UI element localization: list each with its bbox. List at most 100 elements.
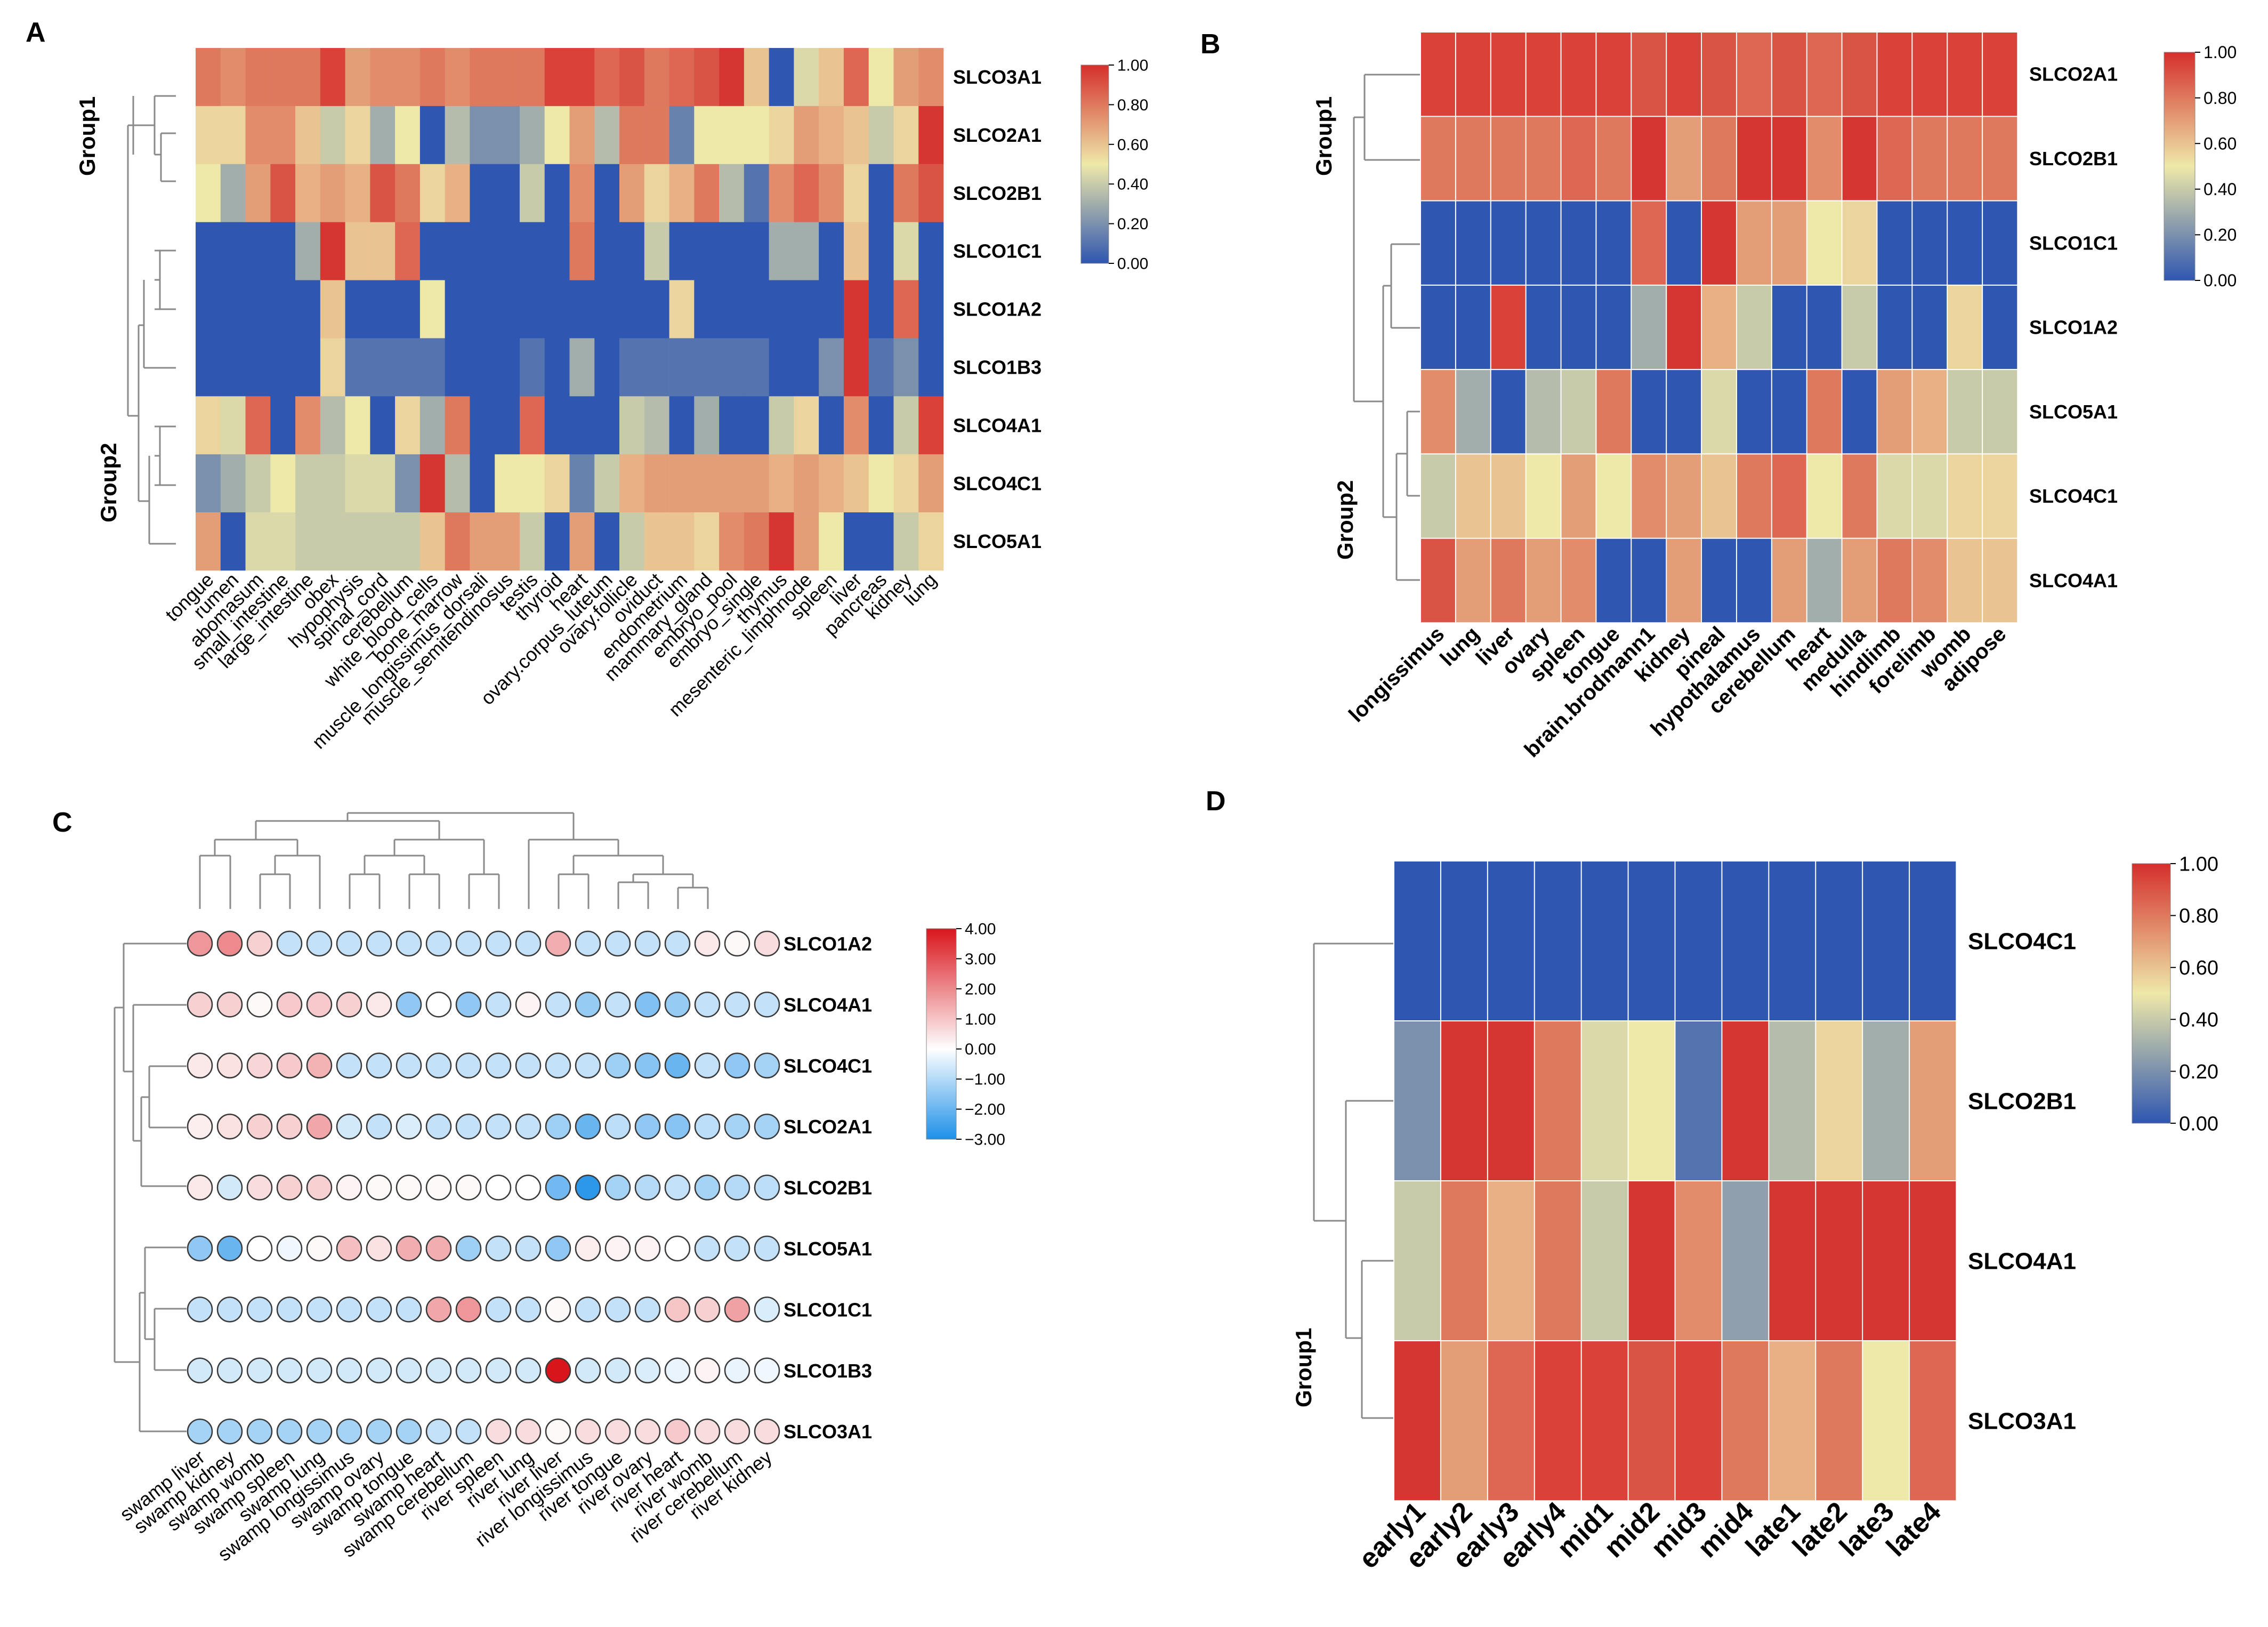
panel-c-dot: [425, 1052, 452, 1079]
panel-c-row-label: SLCO4A1: [784, 994, 872, 1016]
panel-a-cell: [220, 222, 246, 280]
panel-a-cell: [220, 454, 246, 513]
panel-d-column-label: late4: [1880, 1496, 1947, 1562]
panel-a-cell: [345, 338, 370, 397]
panel-b-row-label: SLCO4A1: [2029, 569, 2118, 591]
panel-c-dot: [187, 1113, 213, 1140]
panel-b-cell: [1771, 453, 1808, 539]
panel-c-dot: [276, 1174, 303, 1201]
panel-b-cell: [1490, 284, 1527, 370]
panel-c-dot: [575, 1052, 601, 1079]
panel-b-cell: [1911, 453, 1948, 539]
panel-b-cell: [1490, 31, 1527, 117]
panel-c-row-label: SLCO1B3: [784, 1360, 872, 1382]
panel-a-cell: [544, 106, 570, 165]
panel-b-cell: [1560, 369, 1597, 455]
panel-b-cell: [1490, 200, 1527, 286]
panel-c-dot: [694, 992, 721, 1018]
panel-c-dot: [694, 1174, 721, 1201]
panel-a-cell: [245, 512, 271, 571]
panel-a-cell: [794, 222, 819, 280]
panel-d-cell: [1393, 1020, 1442, 1182]
panel-c-row-label: SLCO4C1: [784, 1055, 872, 1077]
panel-d-cell: [1580, 860, 1629, 1022]
panel-a-cell: [918, 106, 944, 165]
panel-c-dot: [246, 1052, 273, 1079]
panel-a-cell: [694, 338, 720, 397]
panel-a-cell: [669, 280, 695, 339]
panel-a-row-label: SLCO2A1: [953, 124, 1042, 146]
panel-a-cell: [769, 280, 794, 339]
panel-a-cell: [395, 106, 421, 165]
panel-c-dot: [216, 1235, 243, 1262]
panel-b-colorbar-tick: 1.00: [2204, 43, 2237, 62]
panel-d-cell: [1580, 1180, 1629, 1342]
panel-a-cell: [569, 454, 595, 513]
panel-a-cell: [669, 48, 695, 107]
panel-b-cell: [1455, 31, 1492, 117]
panel-c-dot: [306, 930, 333, 957]
panel-a-cell: [843, 396, 869, 455]
panel-a-cell: [843, 338, 869, 397]
panel-a-cell: [569, 280, 595, 339]
panel-d-colorbar-tick: 0.80: [2179, 905, 2218, 928]
panel-c-dot: [545, 1174, 571, 1201]
panel-c-dot: [724, 930, 750, 957]
panel-c-dot: [425, 1296, 452, 1323]
panel-a-cell: [470, 338, 495, 397]
panel-c-dot: [246, 1296, 273, 1323]
panel-a-cell: [270, 512, 296, 571]
panel-b-cell: [1595, 200, 1632, 286]
panel-d-cell: [1580, 1020, 1629, 1182]
panel-c-dot: [366, 1357, 392, 1384]
panel-a-cell: [245, 338, 271, 397]
panel-c-dot: [575, 1174, 601, 1201]
panel-b-cell: [1736, 537, 1773, 624]
panel-a-cell: [744, 280, 769, 339]
panel-b-cell: [1595, 537, 1632, 624]
panel-c-dot: [634, 1357, 661, 1384]
panel-a-cell: [794, 512, 819, 571]
panel-a-cell: [843, 280, 869, 339]
panel-c-dot: [187, 1052, 213, 1079]
panel-b-cell: [1947, 284, 1983, 370]
panel-a-cell: [470, 164, 495, 222]
panel-b-cell: [1771, 537, 1808, 624]
panel-a-cell: [196, 164, 221, 222]
panel-c-dot: [515, 1418, 542, 1445]
panel-a-cell: [794, 164, 819, 222]
panel-a-cell: [345, 454, 370, 513]
panel-c-dot: [425, 1357, 452, 1384]
panel-d-cell: [1440, 1340, 1489, 1502]
panel-a-cell: [220, 396, 246, 455]
panel-a-cell: [719, 48, 745, 107]
panel-a-cell: [544, 512, 570, 571]
panel-d-cell: [1580, 1340, 1629, 1502]
panel-c-dot: [246, 1113, 273, 1140]
panel-a-cell: [669, 338, 695, 397]
panel-b-cell: [1806, 31, 1843, 117]
panel-c-dot: [604, 1235, 631, 1262]
panel-c-row-label: SLCO3A1: [784, 1421, 872, 1443]
panel-b-heatmap: [1420, 31, 2019, 624]
panel-a-cell: [495, 454, 520, 513]
panel-c-dot: [724, 992, 750, 1018]
panel-d-heatmap: [1393, 860, 1957, 1502]
panel-a-cell: [220, 106, 246, 165]
panel-a-cell: [893, 338, 919, 397]
panel-b-cell: [1631, 116, 1667, 202]
panel-a-cell: [419, 512, 445, 571]
panel-a-cell: [470, 280, 495, 339]
panel-b-cell: [1490, 537, 1527, 624]
panel-d-column-label: mid3: [1645, 1496, 1713, 1564]
panel-a-cell: [370, 222, 396, 280]
panel-b-cell: [1911, 31, 1948, 117]
panel-a-cell: [445, 106, 470, 165]
panel-a-cell: [644, 396, 669, 455]
panel-a-cell: [594, 338, 620, 397]
panel-a-cell: [196, 106, 221, 165]
panel-a-cell: [819, 222, 844, 280]
panel-a-cell: [270, 106, 296, 165]
panel-c-dot: [336, 930, 362, 957]
panel-c-dot: [604, 1357, 631, 1384]
